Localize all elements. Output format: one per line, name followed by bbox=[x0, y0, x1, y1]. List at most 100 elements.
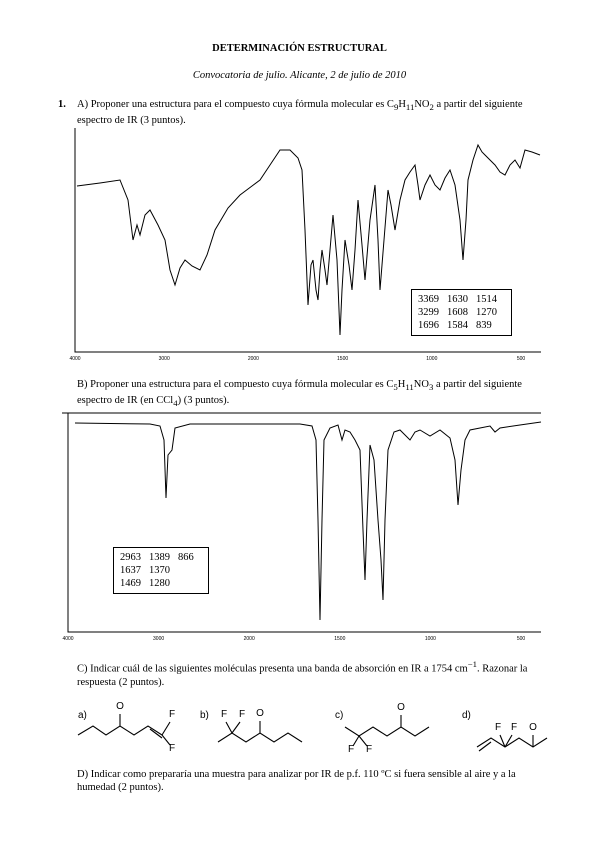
x-tick-label: 4000 bbox=[62, 636, 73, 642]
text: . Razonar la respuesta (2 puntos). bbox=[77, 663, 528, 688]
atom-label: O bbox=[256, 708, 264, 719]
part-b-text: B) Proponer una estructura para el compu… bbox=[77, 378, 547, 410]
peak-row: 1696 1584 839 bbox=[418, 319, 505, 332]
peak-row: 3299 1608 1270 bbox=[418, 306, 505, 319]
x-tick-label: 2000 bbox=[244, 636, 255, 642]
peak-grid: 2963 1389 866 1637 1370 1469 1280 bbox=[120, 551, 202, 590]
bond bbox=[149, 728, 163, 739]
peak-value: 1270 bbox=[476, 307, 497, 318]
peak-grid: 3369 1630 1514 3299 1608 1270 1696 1584 839 bbox=[418, 293, 505, 332]
spectrum-a-frame bbox=[74, 128, 541, 353]
peak-value: 1637 bbox=[120, 565, 141, 576]
atom-label: O bbox=[529, 722, 537, 733]
text: H bbox=[397, 379, 406, 390]
part-a-text: A) Proponer una estructura para el compu… bbox=[77, 98, 547, 127]
text: a partir del siguiente espectro de IR (e… bbox=[77, 379, 522, 407]
spectrum-b-trace bbox=[74, 421, 542, 621]
x-tick-label: 1000 bbox=[426, 356, 437, 362]
text: A) Proponer una estructura para el compu… bbox=[77, 99, 394, 110]
bond bbox=[358, 735, 368, 747]
part-d-text: D) Indicar como prepararía una muestra p… bbox=[77, 769, 516, 793]
atom-label: F bbox=[366, 744, 372, 755]
molecule-label: c) bbox=[335, 710, 343, 721]
subscript: 5 bbox=[393, 382, 398, 393]
bond bbox=[161, 721, 171, 736]
atom-label: F bbox=[511, 722, 517, 733]
text: NO bbox=[413, 379, 429, 390]
peak-row: 3369 1630 1514 bbox=[418, 293, 505, 306]
peak-row: 2963 1389 866 bbox=[120, 551, 202, 564]
atom-label: F bbox=[348, 744, 354, 755]
part-c-text: C) Indicar cuál de las siguientes molécu… bbox=[77, 658, 547, 689]
peak-value: 839 bbox=[476, 320, 492, 331]
peak-value: 3369 bbox=[418, 294, 439, 305]
bond bbox=[352, 735, 360, 747]
peak-value: 1584 bbox=[447, 320, 468, 331]
x-tick-label: 500 bbox=[517, 356, 526, 362]
x-tick-label: 1500 bbox=[334, 636, 345, 642]
text: ) (3 puntos). bbox=[177, 395, 230, 407]
peak-row: 1469 1280 bbox=[120, 577, 202, 590]
bond bbox=[217, 732, 303, 743]
x-tick-label: 4000 bbox=[69, 356, 80, 362]
spectrum-a-trace bbox=[76, 143, 541, 336]
x-tick-label: 2000 bbox=[248, 356, 259, 362]
bond bbox=[77, 725, 163, 736]
bond bbox=[225, 721, 233, 734]
atom-label: O bbox=[116, 701, 124, 712]
text: C) Indicar cuál de las siguientes molécu… bbox=[77, 663, 468, 675]
peak-value: 1696 bbox=[418, 320, 439, 331]
molecule-label: d) bbox=[462, 710, 471, 721]
peak-table: 2963 1389 866 1637 1370 1469 1280 bbox=[113, 547, 209, 594]
peak-value: 3299 bbox=[418, 307, 439, 318]
atom-label: F bbox=[221, 709, 227, 720]
atom-label: F bbox=[169, 743, 175, 754]
peak-value: 866 bbox=[178, 552, 194, 563]
peak-value: 1280 bbox=[149, 578, 170, 589]
x-tick-label: 1500 bbox=[337, 356, 348, 362]
peak-table: 3369 1630 1514 3299 1608 1270 1696 1584 839 bbox=[411, 289, 512, 336]
text: H bbox=[398, 99, 406, 110]
peak-value: 1514 bbox=[476, 294, 497, 305]
atom-label: F bbox=[169, 709, 175, 720]
bond bbox=[499, 734, 506, 748]
peak-value: 1370 bbox=[149, 565, 170, 576]
atom-label: F bbox=[239, 709, 245, 720]
subscript: 3 bbox=[428, 382, 434, 393]
spectrum-b-frame bbox=[67, 413, 541, 633]
bond bbox=[231, 721, 241, 734]
subtitle: Convocatoria de julio. Alicante, 2 de ju… bbox=[192, 70, 407, 81]
bond bbox=[478, 741, 492, 752]
subscript: 11 bbox=[405, 382, 414, 393]
x-tick-label: 3000 bbox=[153, 636, 164, 642]
molecules bbox=[77, 714, 548, 752]
atom-label: F bbox=[495, 722, 501, 733]
subscript: 4 bbox=[173, 398, 178, 409]
superscript: −1 bbox=[467, 659, 478, 669]
atom-label: O bbox=[397, 702, 405, 713]
peak-row: 1637 1370 bbox=[120, 564, 202, 577]
x-tick-label: 500 bbox=[517, 636, 526, 642]
title: DETERMINACIÓN ESTRUCTURAL bbox=[212, 43, 387, 54]
text: B) Proponer una estructura para el compu… bbox=[77, 379, 394, 390]
peak-value: 1630 bbox=[447, 294, 468, 305]
subscript: 11 bbox=[405, 102, 415, 113]
peak-value: 1389 bbox=[149, 552, 170, 563]
molecule-label: b) bbox=[200, 710, 209, 721]
peak-value: 2963 bbox=[120, 552, 141, 563]
x-tick-label: 3000 bbox=[159, 356, 170, 362]
molecule-label: a) bbox=[78, 710, 87, 721]
bond bbox=[161, 734, 171, 746]
subscript: 9 bbox=[393, 102, 399, 113]
bond bbox=[476, 737, 548, 748]
x-tick-label: 1000 bbox=[425, 636, 436, 642]
bond bbox=[504, 734, 513, 748]
bond bbox=[344, 726, 430, 737]
text: a partir del siguiente espectro de IR (3… bbox=[77, 99, 523, 127]
subscript: 2 bbox=[429, 102, 434, 113]
peak-value: 1608 bbox=[447, 307, 468, 318]
text: NO bbox=[414, 99, 430, 110]
peak-value: 1469 bbox=[120, 578, 141, 589]
